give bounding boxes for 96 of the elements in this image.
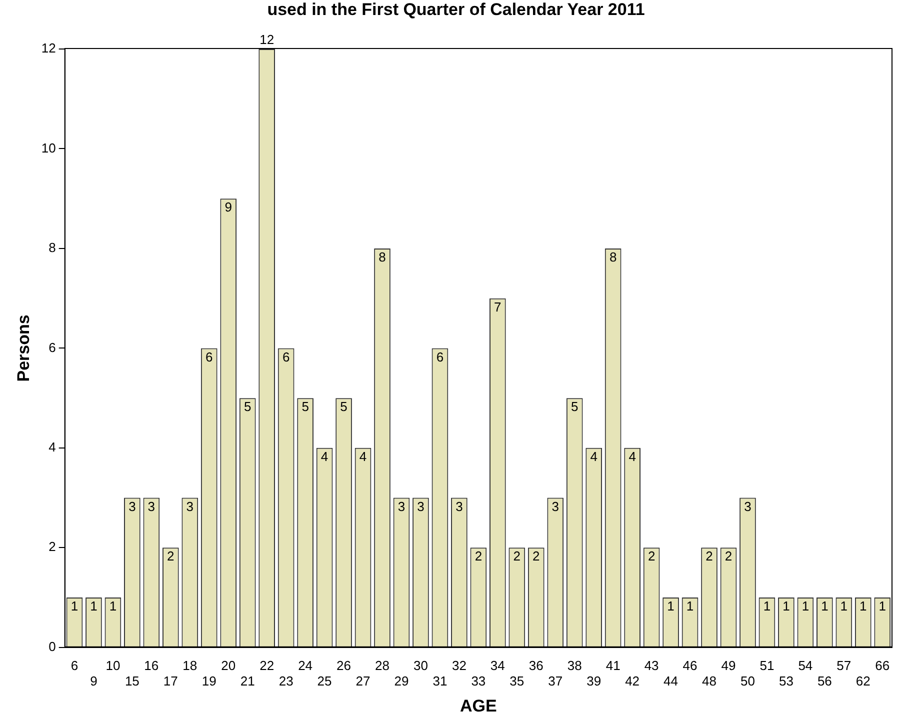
data-label: 3 [186,498,194,514]
data-label: 3 [552,498,559,514]
data-label: 1 [686,598,694,614]
data-label: 7 [494,299,502,314]
x-tick-label: 6 [70,658,78,673]
data-label: 4 [590,449,598,464]
x-tick-label: 44 [664,673,678,688]
x-tick-label: 10 [106,658,120,673]
x-tick-label: 54 [798,658,813,673]
x-tick-label: 34 [490,658,505,673]
x-tick-label: 18 [182,658,198,673]
x-tick-label: 25 [317,673,332,688]
data-label: 5 [244,399,252,414]
data-label: 1 [782,598,790,614]
data-label: 5 [570,399,578,414]
y-axis-title: Persons [14,314,33,382]
data-label: 8 [378,250,386,265]
x-tick-label: 19 [202,673,216,688]
x-tick-label: 9 [90,673,98,688]
y-tick-label: 6 [48,340,56,355]
data-label: 2 [474,548,482,564]
data-label: 3 [417,498,424,514]
data-label: 2 [167,548,174,564]
x-tick-label: 48 [702,673,716,688]
y-tick-label: 10 [41,140,56,156]
x-tick-label: 36 [528,658,544,673]
data-label: 12 [260,32,274,48]
data-label: 3 [456,498,463,514]
x-tick-label: 26 [336,658,352,673]
x-tick-label: 50 [740,673,755,688]
y-tick-label: 0 [48,638,56,654]
x-tick-label: 33 [471,673,486,688]
data-label: 1 [821,598,828,614]
x-tick-label: 38 [567,658,582,673]
x-tick-label: 24 [298,658,313,673]
data-label: 3 [148,498,156,514]
x-tick-label: 27 [356,673,370,688]
y-tick-label: 2 [48,539,56,554]
x-tick-label: 41 [606,658,620,673]
data-label: 2 [513,548,521,564]
data-label: 5 [340,399,348,414]
data-label: 1 [860,598,867,614]
x-tick-label: 42 [625,673,640,688]
x-tick-label: 43 [644,658,659,673]
x-tick-label: 23 [278,673,294,688]
x-tick-label: 62 [856,673,870,688]
chart-title: used in the First Quarter of Calendar Year 2011 [266,0,646,20]
x-axis-title: AGE [460,696,497,716]
x-tick-label: 56 [817,673,832,688]
data-label: 3 [398,498,406,514]
x-tick-label: 20 [221,658,236,673]
x-tick-label: 28 [375,658,390,673]
x-tick-label: 31 [432,673,448,688]
x-tick-label: 32 [452,658,466,673]
data-label: 1 [840,598,848,614]
x-tick-label: 49 [721,658,736,673]
y-tick-label: 4 [48,440,56,455]
data-label: 6 [206,349,213,364]
x-tick-label: 17 [163,673,178,688]
x-tick-label: 21 [240,673,255,688]
data-label: 2 [648,548,656,564]
x-tick-label: 30 [413,658,428,673]
x-tick-label: 53 [778,673,794,688]
data-label: 4 [320,449,328,464]
data-label: 1 [70,598,78,614]
x-tick-label: 22 [260,658,274,673]
x-tick-label: 37 [548,673,563,688]
data-label: 4 [359,449,367,464]
data-label: 6 [282,349,290,364]
data-label: 2 [532,548,540,564]
data-label: 1 [878,598,886,614]
data-label: 3 [744,498,752,514]
x-tick-label: 35 [510,673,524,688]
x-tick-label: 46 [682,658,698,673]
data-label: 3 [128,498,136,514]
data-label: 2 [706,548,713,564]
data-label: 1 [802,598,810,614]
data-label: 9 [224,200,232,215]
data-label: 1 [90,598,98,614]
x-tick-label: 16 [144,658,159,673]
x-tick-label: 39 [586,673,602,688]
x-tick-label: 29 [394,673,409,688]
y-tick-label: 12 [41,40,56,56]
x-tick-label: 57 [836,658,852,673]
data-label: 4 [628,449,636,464]
data-label: 5 [302,399,309,414]
y-tick-label: 8 [48,240,56,256]
data-label: 8 [609,250,617,265]
data-label: 1 [109,598,117,614]
data-label: 1 [667,598,674,614]
x-tick-label: 51 [760,658,774,673]
data-label: 2 [724,548,732,564]
data-label: 6 [436,349,444,364]
x-tick-label: 66 [875,658,890,673]
x-tick-label: 15 [124,673,140,688]
data-label: 1 [763,598,771,614]
